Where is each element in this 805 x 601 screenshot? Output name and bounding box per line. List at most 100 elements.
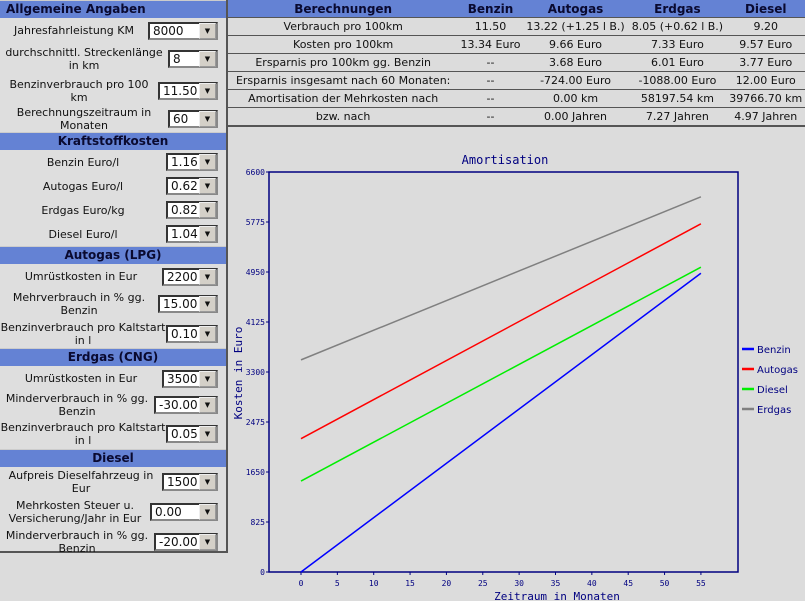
table-cell: Ersparnis pro 100km gg. Benzin [228, 53, 459, 72]
value-select[interactable]: 2200 ▼ [162, 267, 218, 286]
value-select[interactable]: 0.62 ▼ [166, 177, 218, 195]
select-value: 0.82 [171, 203, 198, 217]
y-tick-label: 3300 [246, 368, 265, 377]
table-cell: -724.00 Euro [522, 71, 629, 90]
results-table: Berechnungen Benzin Autogas Erdgas Diesel Ver… [228, 0, 805, 127]
series-line-benzin [300, 272, 702, 573]
input-row: Autogas Euro/l 0.62 ▼ [0, 174, 226, 198]
field-label: Benzinverbrauch pro Kaltstart in l [0, 421, 166, 447]
table-row: Ersparnis pro 100km gg. Benzin -- 3.68 Eur… [228, 53, 805, 72]
select-value: 11.50 [163, 83, 198, 98]
value-select[interactable]: 11.50 ▼ [158, 81, 218, 100]
field-label: Umrüstkosten in Eur [24, 270, 138, 283]
dropdown-arrow-icon[interactable]: ▼ [199, 111, 216, 127]
dropdown-arrow-icon[interactable]: ▼ [199, 22, 216, 39]
table-cell: 13.22 (+1.25 l B.) [522, 17, 629, 36]
value-select[interactable]: 0.10 ▼ [166, 324, 218, 343]
value-select[interactable]: 60 ▼ [168, 110, 218, 128]
dropdown-arrow-icon[interactable]: ▼ [199, 504, 216, 520]
field-label: durchschnittl. Streckenlänge in km [5, 46, 163, 72]
input-row: Benzinverbrauch pro 100 km 11.50 ▼ [0, 75, 226, 106]
y-axis-label: Kosten in Euro [232, 327, 245, 420]
value-select[interactable]: 8000 ▼ [148, 21, 218, 40]
y-tick-label: 1650 [246, 468, 265, 477]
table-cell: Ersparnis insgesamt nach 60 Monaten: [228, 71, 459, 90]
input-row: Minderverbrauch in % gg. Benzin -20.00 ▼ [0, 527, 226, 556]
value-select[interactable]: 1.04 ▼ [166, 225, 218, 243]
select-value: 3500 [167, 371, 198, 386]
x-tick-label: 25 [478, 579, 488, 588]
value-select[interactable]: 0.00 ▼ [150, 503, 218, 521]
table-cell: 39766.70 km [726, 89, 805, 108]
field-label: Autogas Euro/l [42, 179, 124, 193]
dropdown-arrow-icon[interactable]: ▼ [199, 474, 216, 490]
x-tick-label: 0 [299, 579, 304, 588]
field-label: Minderverbrauch in % gg. Benzin [5, 392, 149, 418]
dropdown-arrow-icon[interactable]: ▼ [199, 370, 216, 387]
legend-label: Autogas [757, 365, 798, 376]
dropdown-arrow-icon[interactable]: ▼ [199, 426, 216, 442]
amortisation-chart: Amortisation 0 5 10 15 20 25 30 35 40 45 50 55 0 825 16… [232, 153, 798, 601]
value-select[interactable]: 1.16 ▼ [166, 153, 218, 171]
select-value: 0.10 [171, 326, 198, 341]
field-label: Benzinverbrauch pro 100 km [9, 77, 149, 104]
table-cell: 3.77 Euro [726, 53, 805, 72]
table-cell: Amortisation der Mehrkosten nach [228, 89, 459, 108]
y-tick-label: 4125 [246, 318, 265, 327]
table-cell: 11.50 [458, 17, 523, 36]
table-cell: 0.00 Jahren [522, 107, 629, 127]
field-label: Erdgas Euro/kg [41, 203, 125, 217]
x-tick-label: 5 [335, 579, 340, 588]
x-tick-label: 20 [442, 579, 452, 588]
column-header: Diesel [726, 0, 805, 18]
table-cell: 58197.54 km [628, 89, 727, 108]
dropdown-arrow-icon[interactable]: ▼ [199, 154, 216, 170]
value-select[interactable]: 8 ▼ [168, 50, 218, 68]
dropdown-arrow-icon[interactable]: ▼ [199, 82, 216, 99]
column-header: Berechnungen [228, 0, 459, 18]
x-tick-label: 55 [696, 579, 706, 588]
legend-label: Diesel [757, 385, 788, 396]
column-header: Autogas [522, 0, 629, 18]
field-label: Minderverbrauch in % gg. Benzin [5, 528, 149, 555]
chart-title: Amortisation [462, 153, 549, 167]
value-select[interactable]: 0.05 ▼ [166, 425, 218, 443]
input-row: Benzinverbrauch pro Kaltstart in l 0.10 ▼ [0, 319, 226, 348]
x-tick-label: 50 [660, 579, 670, 588]
select-value: 15.00 [163, 297, 198, 311]
value-select[interactable]: 3500 ▼ [162, 369, 218, 388]
dropdown-arrow-icon[interactable]: ▼ [199, 268, 216, 285]
dropdown-arrow-icon[interactable]: ▼ [199, 226, 216, 242]
table-cell: -- [458, 89, 523, 108]
input-row: Jahresfahrleistung KM 8000 ▼ [0, 18, 226, 43]
dropdown-arrow-icon[interactable]: ▼ [199, 533, 216, 550]
dropdown-arrow-icon[interactable]: ▼ [199, 325, 216, 342]
dropdown-arrow-icon[interactable]: ▼ [199, 202, 216, 218]
dropdown-arrow-icon[interactable]: ▼ [199, 51, 216, 67]
dropdown-arrow-icon[interactable]: ▼ [199, 397, 216, 413]
table-cell: 12.00 Euro [726, 71, 805, 90]
y-tick-label: 825 [251, 518, 266, 527]
input-row: Benzin Euro/l 1.16 ▼ [0, 150, 226, 174]
value-select[interactable]: 1500 ▼ [162, 473, 218, 491]
table-cell: 3.68 Euro [522, 53, 629, 72]
value-select[interactable]: -30.00 ▼ [154, 396, 218, 414]
value-select[interactable]: -20.00 ▼ [154, 532, 218, 551]
input-row: Mehrverbrauch in % gg. Benzin 15.00 ▼ [0, 289, 226, 319]
value-select[interactable]: 0.82 ▼ [166, 201, 218, 219]
table-row: Kosten pro 100km 13.34 Euro 9.66 Euro 7.33 … [228, 35, 805, 54]
dropdown-arrow-icon[interactable]: ▼ [199, 178, 216, 194]
select-value: -20.00 [159, 534, 198, 549]
dropdown-arrow-icon[interactable]: ▼ [199, 296, 216, 312]
legend-label: Benzin [757, 345, 791, 356]
series-line-erdgas [300, 196, 702, 361]
x-tick-label: 45 [623, 579, 633, 588]
field-label: Umrüstkosten in Eur [24, 372, 138, 385]
x-tick-label: 35 [551, 579, 561, 588]
x-axis-label: Zeitraum in Monaten [494, 590, 620, 601]
table-cell: 0.00 km [522, 89, 629, 108]
field-label: Benzin Euro/l [46, 155, 120, 169]
table-cell: 9.66 Euro [522, 35, 629, 54]
table-cell: -1088.00 Euro [628, 71, 727, 90]
value-select[interactable]: 15.00 ▼ [158, 295, 218, 313]
